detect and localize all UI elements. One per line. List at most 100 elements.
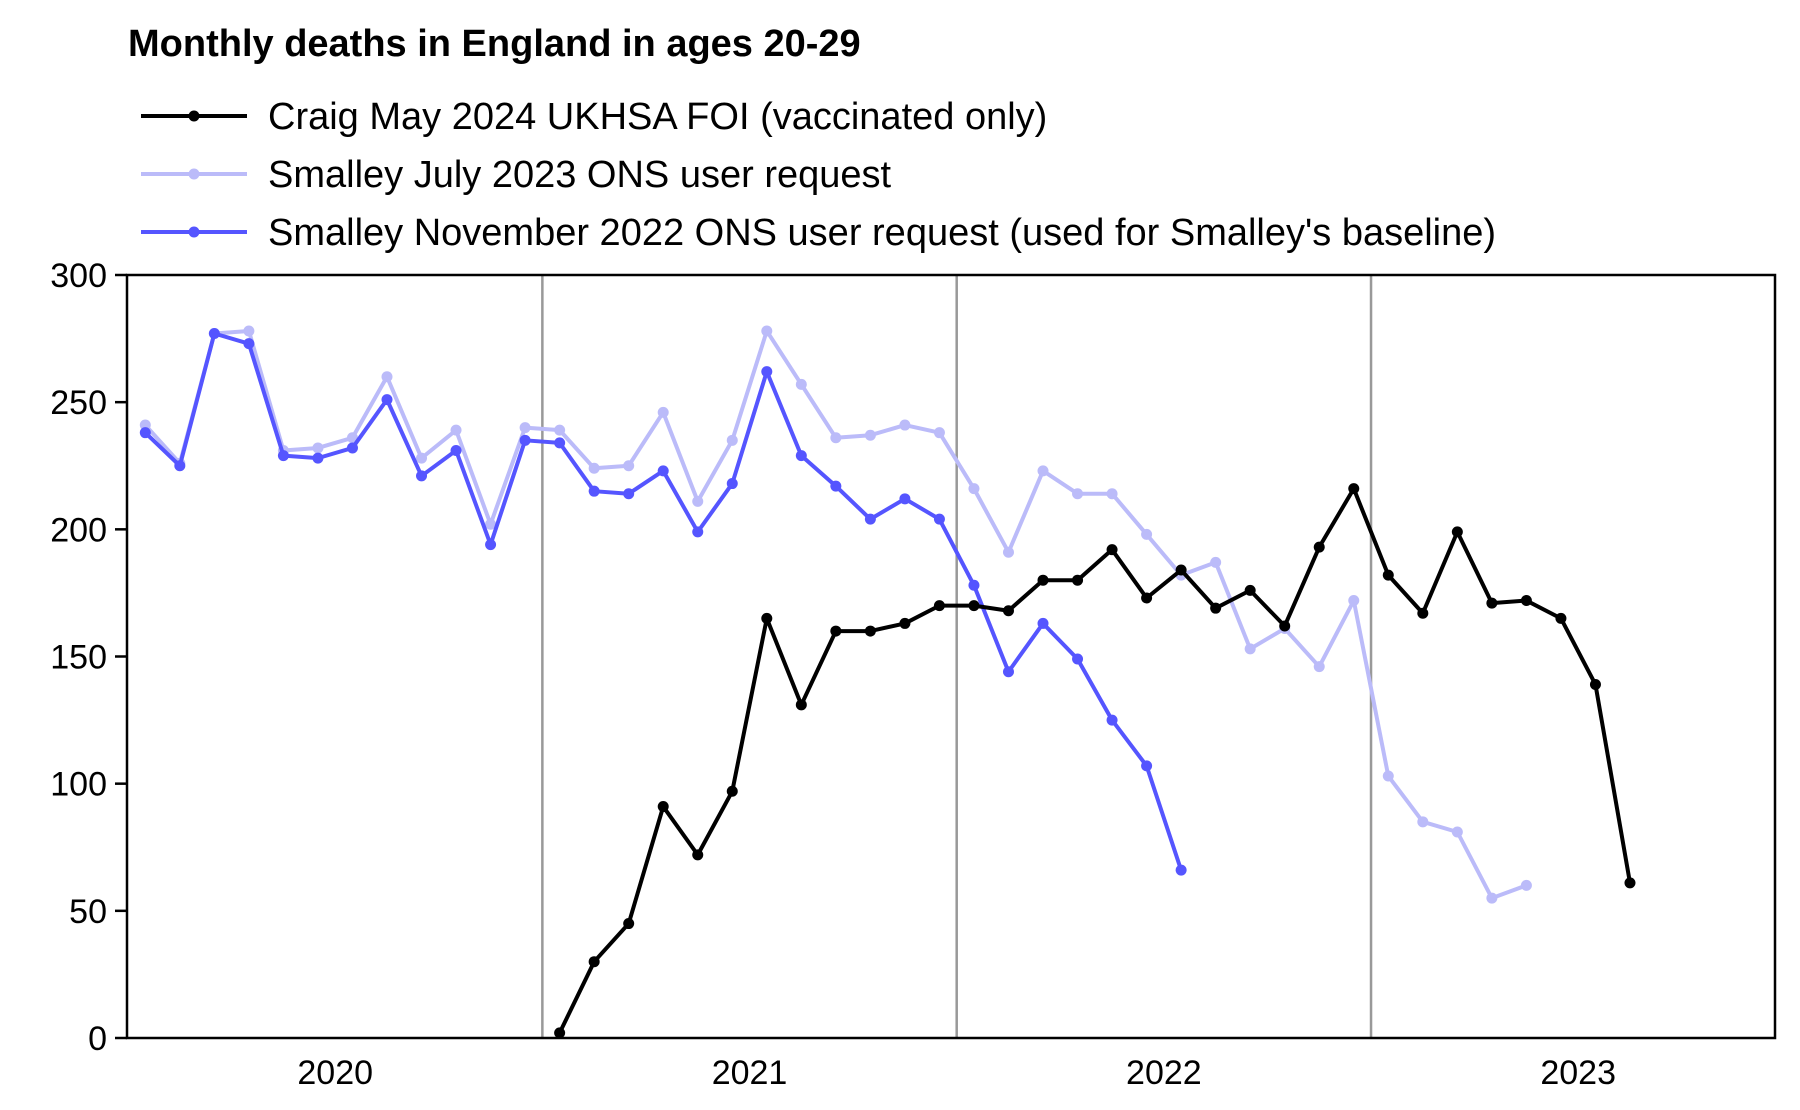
data-point xyxy=(277,450,289,462)
data-point xyxy=(346,442,358,454)
x-tick-label: 2020 xyxy=(297,1054,373,1092)
data-point xyxy=(657,801,669,813)
x-tick-label: 2023 xyxy=(1540,1054,1616,1092)
data-point xyxy=(864,625,876,637)
data-point xyxy=(795,450,807,462)
data-point xyxy=(968,483,980,495)
data-point xyxy=(1244,643,1256,655)
data-point xyxy=(830,432,842,444)
legend-item: Smalley July 2023 ONS user request xyxy=(141,154,892,196)
data-point xyxy=(692,495,704,507)
data-point xyxy=(1210,556,1222,568)
data-point xyxy=(864,513,876,525)
data-point xyxy=(657,406,669,418)
data-point xyxy=(623,460,635,472)
data-point xyxy=(899,617,911,629)
data-point xyxy=(1106,488,1118,500)
data-point xyxy=(1382,770,1394,782)
data-point xyxy=(761,366,773,378)
data-point xyxy=(208,327,220,339)
data-point xyxy=(1348,595,1360,607)
data-point xyxy=(1244,584,1256,596)
data-point xyxy=(1037,617,1049,629)
data-point xyxy=(761,612,773,624)
y-axis: 0 50 100 150 200 250 300 xyxy=(50,257,127,1058)
data-point xyxy=(1589,678,1601,690)
chart-title: Monthly deaths in England in ages 20-29 xyxy=(128,23,861,65)
series-line xyxy=(557,486,1632,1034)
data-point xyxy=(830,480,842,492)
data-point xyxy=(864,429,876,441)
data-point xyxy=(416,470,428,482)
year-gridlines xyxy=(541,275,1373,1038)
data-point xyxy=(139,427,151,439)
data-point xyxy=(968,600,980,612)
data-point xyxy=(899,493,911,505)
data-point xyxy=(692,526,704,538)
data-point xyxy=(933,427,945,439)
x-tick-label: 2021 xyxy=(712,1054,788,1092)
y-tick-label: 50 xyxy=(69,893,107,931)
data-point xyxy=(933,600,945,612)
data-point xyxy=(726,785,738,797)
data-point xyxy=(1175,564,1187,576)
data-point xyxy=(1037,465,1049,477)
data-point xyxy=(1486,597,1498,609)
legend-item: Smalley November 2022 ONS user request (… xyxy=(141,212,1496,254)
data-point xyxy=(588,462,600,474)
data-point xyxy=(1382,569,1394,581)
data-point xyxy=(1624,877,1636,889)
data-point xyxy=(1072,653,1084,665)
data-point xyxy=(381,394,393,406)
data-point xyxy=(1417,607,1429,619)
data-point xyxy=(1520,879,1532,891)
series-line xyxy=(143,328,1528,901)
data-point xyxy=(519,434,531,446)
data-point xyxy=(1348,483,1360,495)
data-point xyxy=(243,325,255,337)
data-point xyxy=(692,849,704,861)
data-point xyxy=(1313,541,1325,553)
plot-frame xyxy=(125,273,1777,1040)
series-2 xyxy=(139,327,1187,876)
data-point xyxy=(657,465,669,477)
data-point xyxy=(1417,816,1429,828)
data-point xyxy=(312,452,324,464)
data-point xyxy=(1141,760,1153,772)
data-point xyxy=(1106,714,1118,726)
data-point xyxy=(1313,661,1325,673)
data-point xyxy=(381,371,393,383)
data-point xyxy=(588,485,600,497)
data-point xyxy=(761,325,773,337)
data-point xyxy=(933,513,945,525)
data-point xyxy=(1210,602,1222,614)
data-point xyxy=(623,918,635,930)
data-point xyxy=(519,422,531,434)
data-point xyxy=(1555,612,1567,624)
data-point xyxy=(1106,544,1118,556)
data-point xyxy=(1451,526,1463,538)
series-0 xyxy=(554,483,1636,1039)
data-point xyxy=(795,699,807,711)
data-point xyxy=(726,478,738,490)
legend-label: Craig May 2024 UKHSA FOI (vaccinated onl… xyxy=(268,96,1047,138)
data-point xyxy=(1037,574,1049,586)
series-layer xyxy=(139,325,1636,1039)
data-point xyxy=(899,419,911,431)
data-point xyxy=(450,444,462,456)
data-point xyxy=(1002,605,1014,617)
series-1 xyxy=(139,325,1532,904)
x-tick-label: 2022 xyxy=(1126,1054,1202,1092)
y-tick-label: 100 xyxy=(50,766,107,804)
data-point xyxy=(726,434,738,446)
legend: Craig May 2024 UKHSA FOI (vaccinated onl… xyxy=(141,96,1496,254)
legend-item: Craig May 2024 UKHSA FOI (vaccinated onl… xyxy=(141,96,1047,138)
data-point xyxy=(1141,592,1153,604)
data-point xyxy=(554,424,566,436)
data-point xyxy=(312,442,324,454)
data-point xyxy=(1072,488,1084,500)
data-point xyxy=(450,424,462,436)
x-axis: 2020 2021 2022 2023 xyxy=(297,1054,1616,1092)
data-point xyxy=(416,452,428,464)
y-tick-label: 0 xyxy=(88,1020,107,1058)
